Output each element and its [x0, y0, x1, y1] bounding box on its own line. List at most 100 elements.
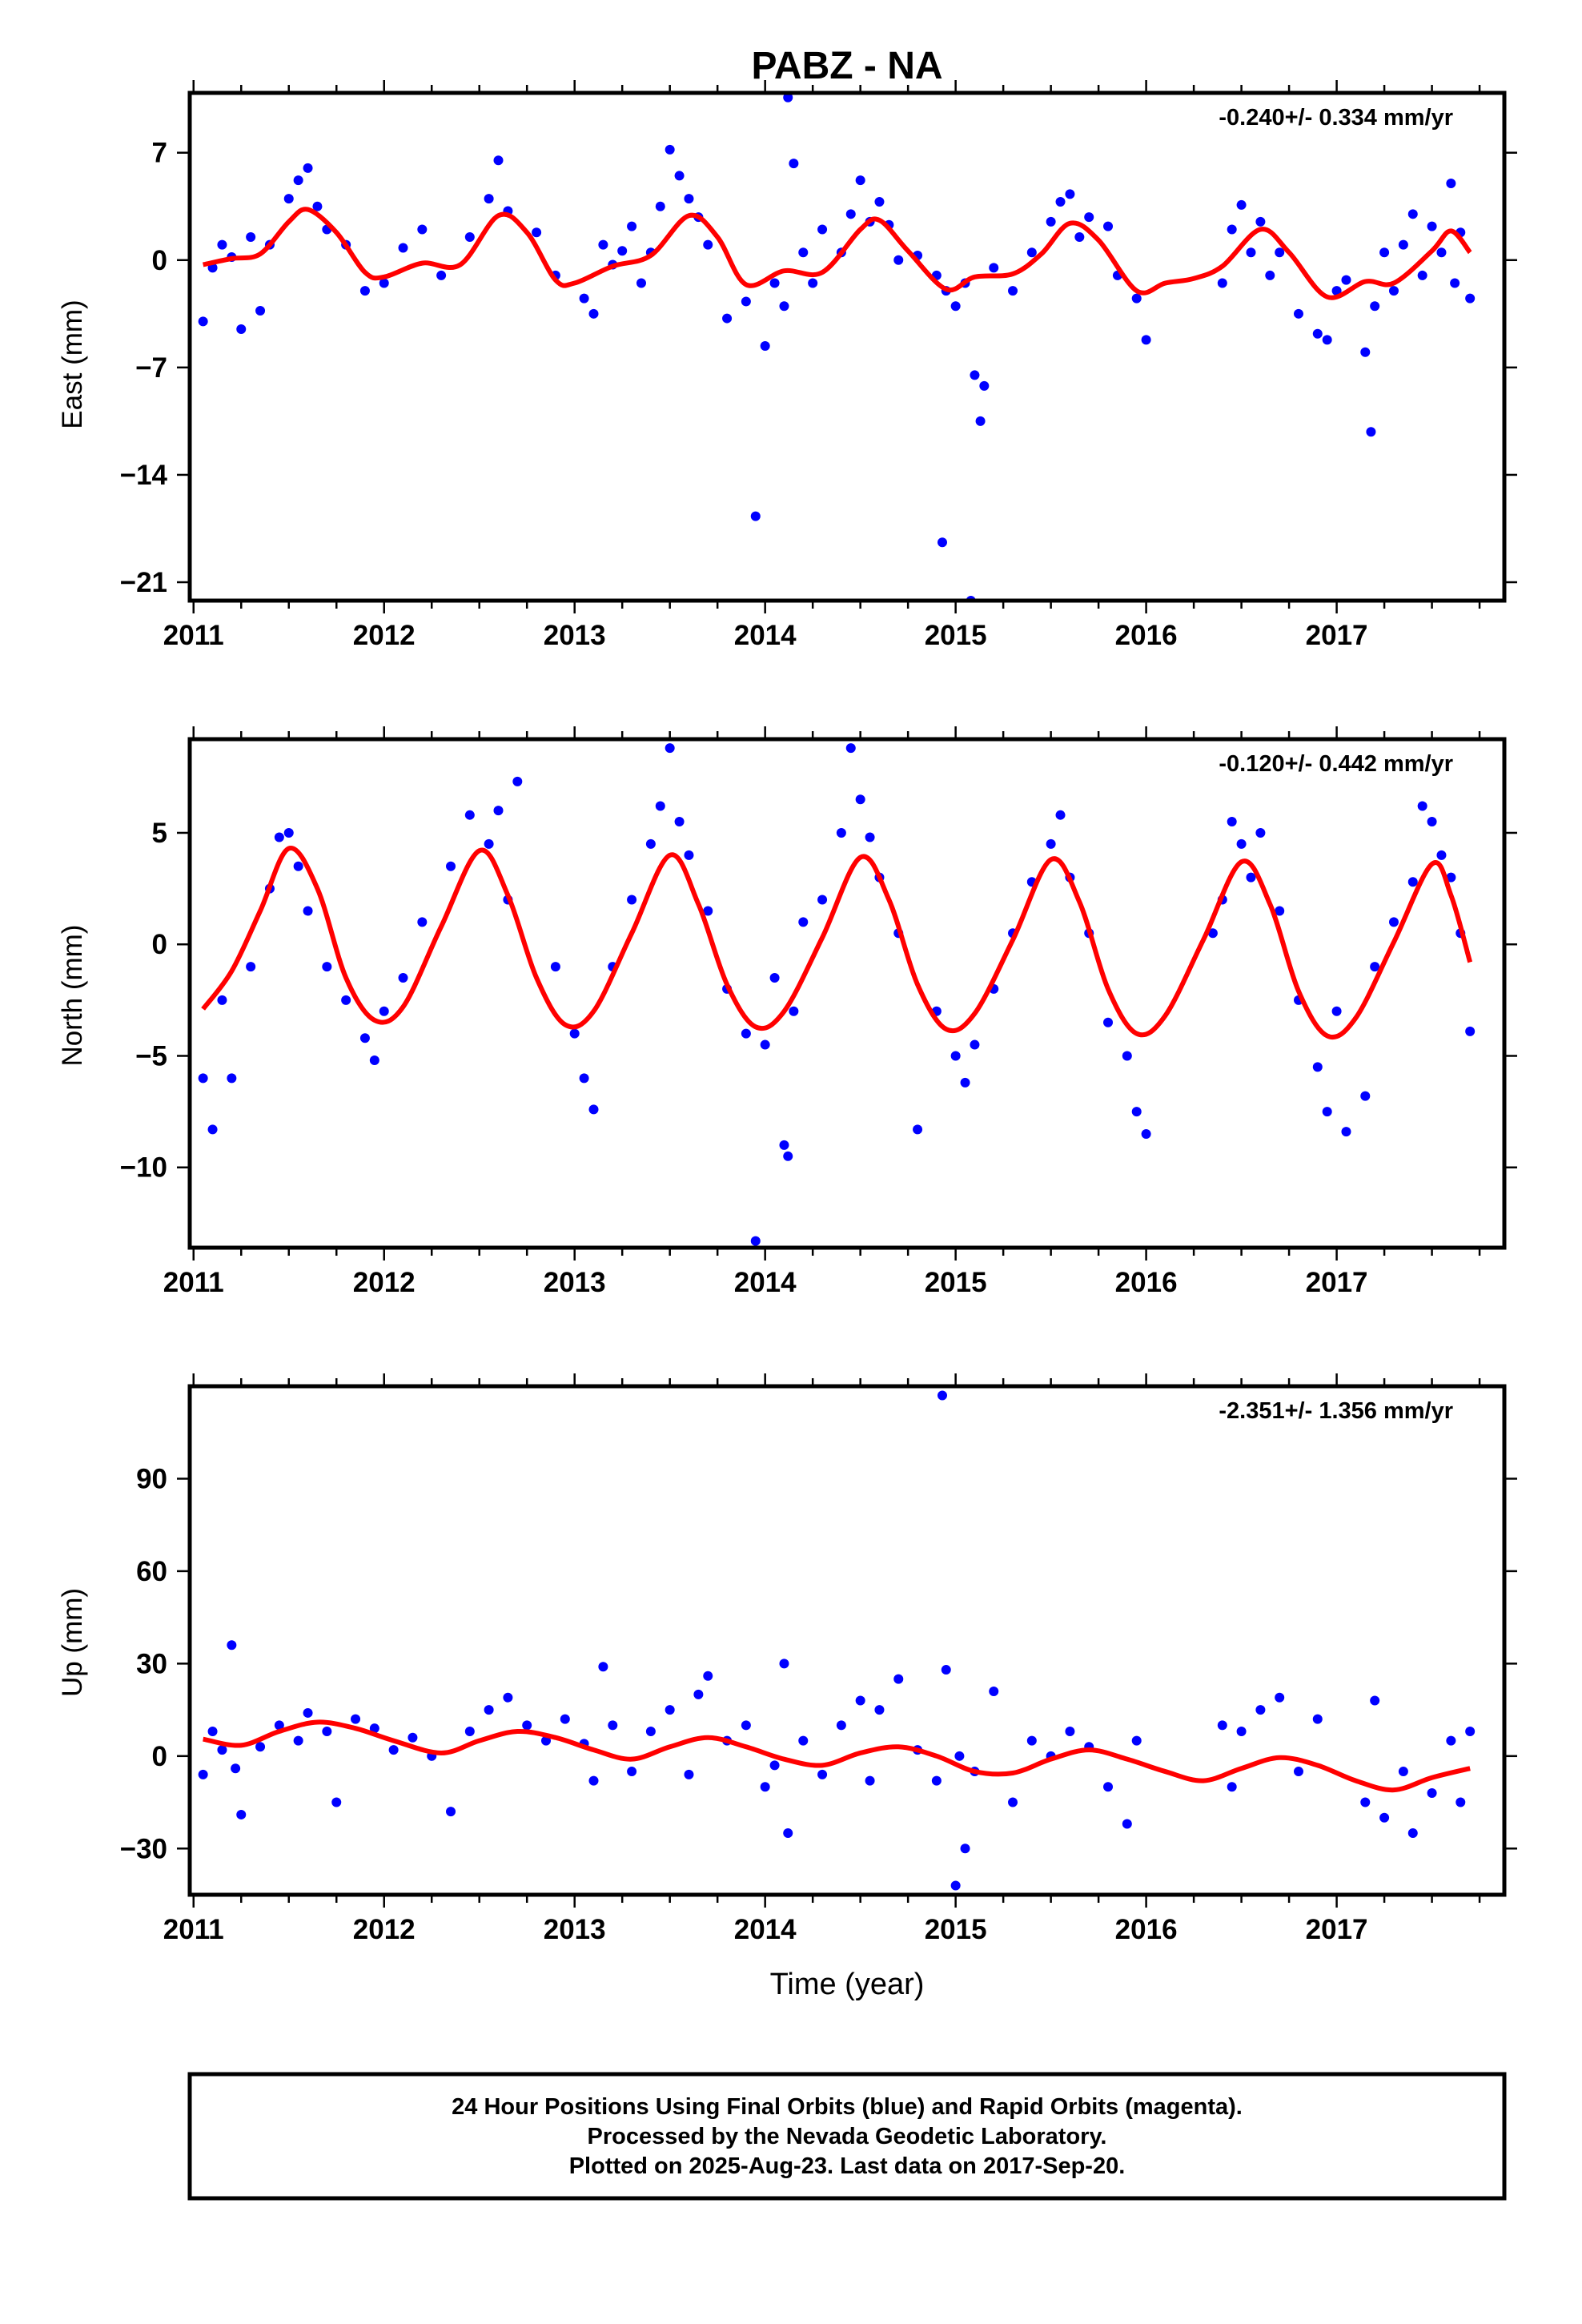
up-y-axis-label: Up (mm): [57, 1588, 88, 1697]
north-data-point: [464, 810, 475, 820]
east-data-point: [484, 194, 494, 204]
east-data-point: [1236, 199, 1247, 210]
east-data-point: [937, 537, 947, 548]
up-data-point: [588, 1775, 599, 1786]
east-data-point: [464, 232, 475, 243]
north-data-point: [484, 838, 494, 849]
east-data-point: [1465, 293, 1476, 304]
east-data-point: [655, 201, 665, 211]
north-data-point: [579, 1073, 589, 1084]
up-data-point: [627, 1767, 637, 1777]
north-data-point: [817, 895, 828, 905]
up-data-point: [560, 1714, 570, 1724]
east-data-point: [1293, 308, 1303, 319]
east-data-point: [1026, 247, 1037, 258]
north-data-point: [665, 743, 675, 754]
north-data-point: [274, 832, 284, 842]
north-data-point: [1207, 928, 1218, 939]
east-data-point: [532, 227, 542, 238]
north-frame: [187, 737, 1507, 1250]
north-y-tick-label: −10: [120, 1152, 167, 1184]
east-x-tick-label: 2012: [353, 620, 416, 651]
east-data-point: [1131, 293, 1142, 304]
up-data-point: [207, 1727, 218, 1737]
up-data-point: [388, 1745, 399, 1755]
east-data-point: [817, 224, 828, 235]
north-data-point: [783, 1151, 793, 1161]
north-data-point: [703, 906, 713, 916]
east-data-point: [1379, 247, 1390, 258]
north-x-tick-label: 2014: [734, 1267, 797, 1298]
east-data-point: [293, 175, 303, 186]
east-data-point: [1227, 224, 1237, 235]
east-x-tick-label: 2016: [1115, 620, 1178, 651]
east-data-point: [789, 159, 799, 169]
up-data-point: [303, 1707, 313, 1718]
up-data-point: [937, 1390, 947, 1401]
east-frame: [187, 90, 1507, 603]
up-data-point: [950, 1880, 961, 1891]
east-plot-area: [198, 93, 1476, 601]
east-data-point: [217, 239, 227, 250]
north-data-point: [741, 1028, 751, 1039]
up-data-point: [1407, 1828, 1418, 1839]
east-data-point: [722, 313, 733, 324]
east-data-point: [398, 243, 408, 253]
up-data-point: [817, 1769, 828, 1779]
east-data-point: [1103, 221, 1114, 231]
north-data-point: [627, 895, 637, 905]
north-model-curve: [201, 846, 1473, 1040]
east-data-point: [1084, 212, 1094, 223]
east-data-point: [588, 308, 599, 319]
east-data-point: [779, 301, 789, 312]
east-data-point: [979, 380, 990, 391]
up-data-point: [446, 1807, 456, 1817]
east-data-point: [989, 263, 999, 273]
north-data-point: [1131, 1107, 1142, 1117]
up-data-point: [769, 1760, 780, 1771]
east-data-point: [1217, 278, 1227, 288]
up-data-point: [484, 1705, 494, 1715]
up-data-point: [1446, 1735, 1456, 1746]
east-data-point: [359, 286, 370, 296]
up-data-point: [503, 1692, 513, 1703]
north-data-point: [1055, 810, 1066, 820]
north-data-point: [950, 1051, 961, 1061]
north-data-point: [1417, 801, 1427, 811]
east-data-point: [1246, 247, 1256, 258]
north-data-point: [1103, 1017, 1114, 1027]
east-data-point: [1341, 275, 1351, 285]
north-data-point: [1427, 817, 1437, 827]
north-data-point: [645, 838, 656, 849]
north-data-point: [198, 1073, 208, 1084]
north-data-point: [655, 801, 665, 811]
north-data-point: [1236, 838, 1247, 849]
north-data-point: [855, 794, 865, 805]
north-data-point: [398, 973, 408, 983]
east-data-point: [674, 171, 685, 181]
up-data-point: [608, 1720, 618, 1731]
north-x-tick-label: 2016: [1115, 1267, 1178, 1298]
up-x-tick-label: 2014: [734, 1914, 797, 1945]
north-x-tick-label: 2017: [1306, 1267, 1368, 1298]
east-data-point: [1407, 209, 1418, 219]
up-data-point: [274, 1720, 284, 1731]
east-y-tick-label: −7: [135, 352, 167, 384]
east-data-point: [1360, 347, 1371, 357]
east-data-point: [684, 194, 694, 204]
north-data-point: [779, 1140, 789, 1150]
up-x-tick-label: 2016: [1115, 1914, 1178, 1945]
east-data-point: [665, 144, 675, 155]
north-data-point: [970, 1039, 980, 1050]
north-data-point: [865, 832, 875, 842]
north-data-point: [1388, 917, 1399, 927]
north-data-point: [1465, 1026, 1476, 1036]
footer-line-1: 24 Hour Positions Using Final Orbits (bl…: [452, 2094, 1243, 2120]
north-data-point: [684, 850, 694, 860]
north-data-point: [493, 806, 504, 816]
north-data-point: [960, 1077, 970, 1088]
east-data-point: [1141, 335, 1151, 345]
figure-title: PABZ - NA: [751, 45, 942, 87]
up-data-point: [1131, 1735, 1142, 1746]
east-data-point: [1398, 239, 1408, 250]
